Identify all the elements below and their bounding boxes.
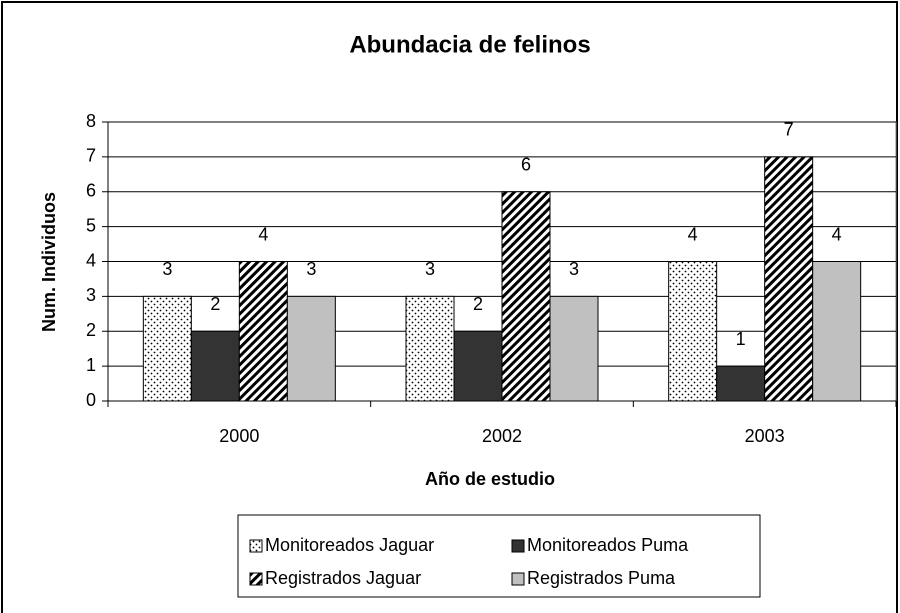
bar xyxy=(501,191,551,402)
y-tick-label: 2 xyxy=(86,320,96,340)
data-label: 3 xyxy=(306,259,316,279)
data-label: 6 xyxy=(521,155,531,175)
x-axis-label: Año de estudio xyxy=(425,469,555,489)
y-tick-label: 1 xyxy=(86,355,96,375)
chart-title: Abundacia de felinos xyxy=(349,31,590,58)
bar xyxy=(238,261,288,402)
legend-swatch xyxy=(511,572,525,586)
x-tick-label: 2002 xyxy=(482,426,522,446)
bar xyxy=(190,330,240,402)
data-label: 4 xyxy=(688,224,698,244)
bar xyxy=(453,330,503,402)
data-label: 4 xyxy=(258,224,268,244)
bar xyxy=(405,295,455,402)
y-tick-label: 7 xyxy=(86,146,96,166)
legend-label: Monitoreados Jaguar xyxy=(265,535,434,555)
bar xyxy=(142,295,192,402)
x-tick-label: 2003 xyxy=(745,426,785,446)
y-tick-label: 0 xyxy=(86,390,96,410)
y-tick-label: 4 xyxy=(86,250,96,270)
legend-label: Registrados Puma xyxy=(527,568,676,588)
data-label: 4 xyxy=(832,224,842,244)
legend-label: Monitoreados Puma xyxy=(527,535,689,555)
y-tick-label: 3 xyxy=(86,285,96,305)
data-label: 3 xyxy=(162,259,172,279)
data-label: 3 xyxy=(425,259,435,279)
y-axis-label: Num. Individuos xyxy=(39,192,59,332)
bar xyxy=(812,261,862,402)
legend-swatch xyxy=(511,539,525,553)
data-label: 1 xyxy=(736,329,746,349)
data-label: 2 xyxy=(210,294,220,314)
y-tick-label: 6 xyxy=(86,181,96,201)
bar xyxy=(286,295,336,402)
y-tick-label: 8 xyxy=(86,111,96,131)
legend-label: Registrados Jaguar xyxy=(265,568,421,588)
legend-swatch xyxy=(249,539,263,553)
bar xyxy=(549,295,599,402)
legend xyxy=(237,514,761,598)
bar xyxy=(764,156,814,402)
x-tick-label: 2000 xyxy=(219,426,259,446)
data-label: 3 xyxy=(569,259,579,279)
bar xyxy=(716,365,766,402)
legend-swatch xyxy=(249,572,263,586)
data-label: 2 xyxy=(473,294,483,314)
bar xyxy=(668,261,718,402)
y-tick-label: 5 xyxy=(86,215,96,235)
data-label: 7 xyxy=(784,120,794,140)
